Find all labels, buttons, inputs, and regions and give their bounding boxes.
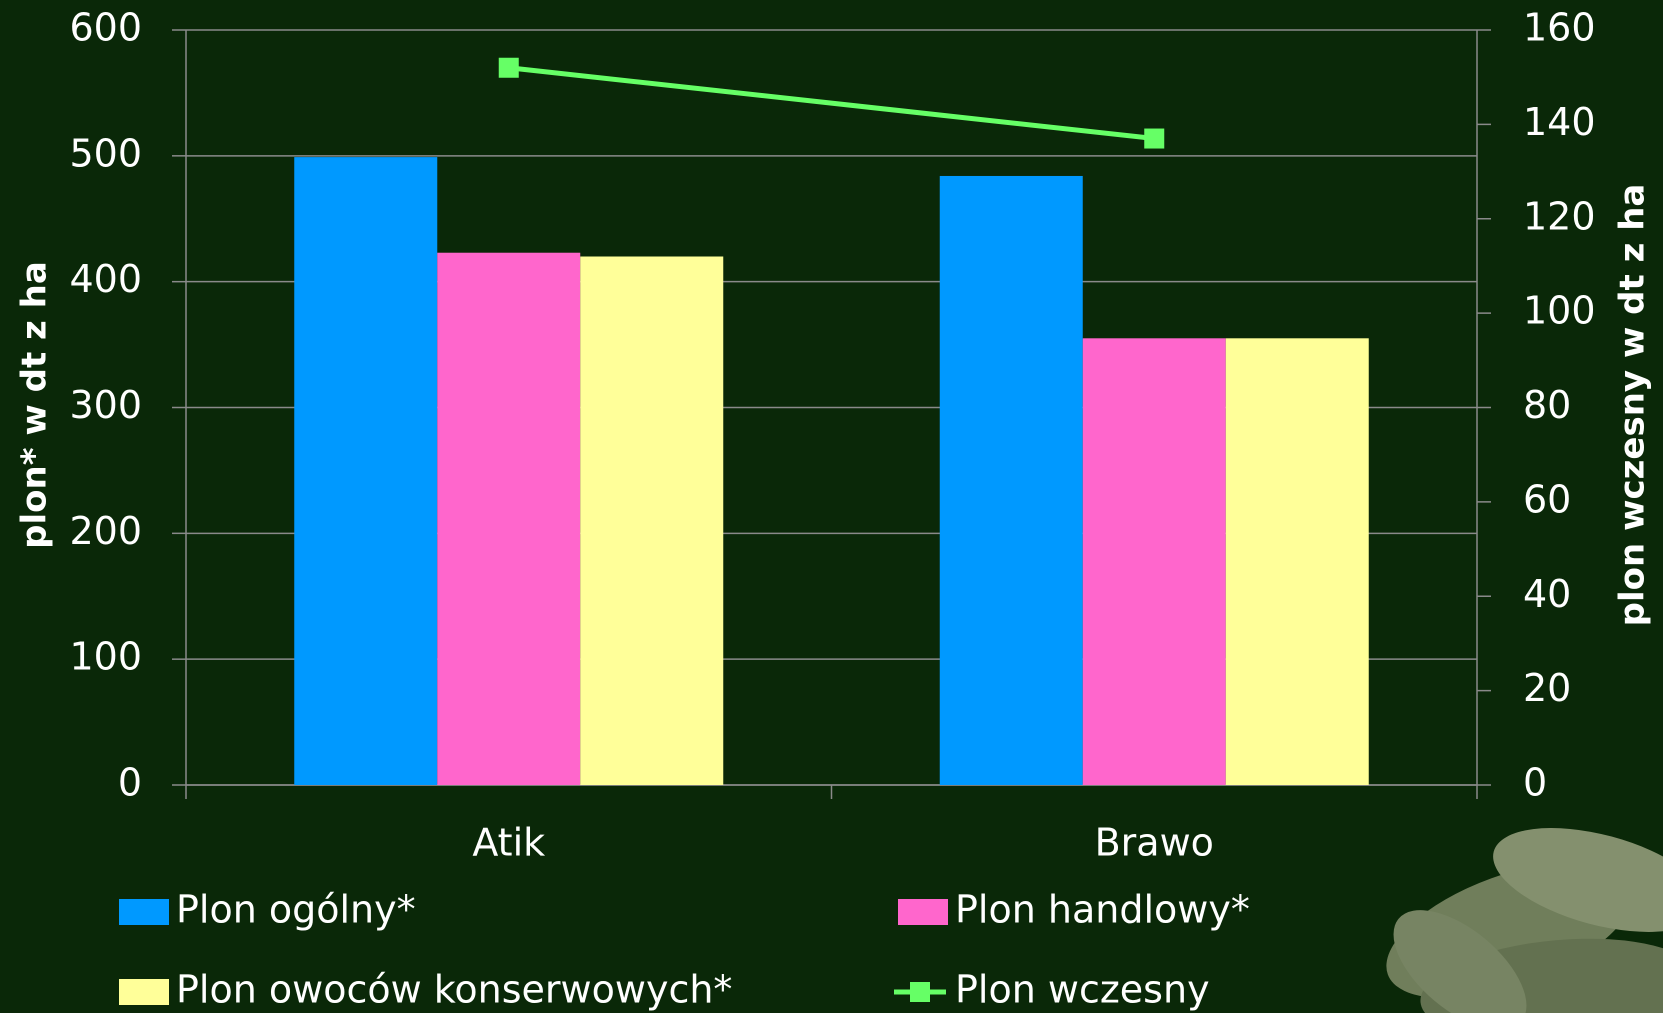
- y-axis-title: plon* w dt z ha: [15, 261, 55, 549]
- legend-swatch: [119, 899, 169, 925]
- line-series: [508, 65, 1155, 142]
- bar: [1225, 338, 1369, 785]
- bar: [294, 157, 438, 785]
- bar: [1082, 338, 1226, 785]
- legend-label: Plon handlowy*: [955, 888, 1250, 932]
- cucumber-decoration: [1386, 828, 1663, 1013]
- y2-tick-label: 140: [1523, 100, 1596, 144]
- y2-tick-label: 160: [1523, 6, 1596, 50]
- y-tick-label: 600: [69, 6, 142, 50]
- legend-label: Plon wczesny: [955, 968, 1210, 1012]
- y2-tick-label: 120: [1523, 194, 1596, 238]
- legend-label: Plon owoców konserwowych*: [176, 968, 732, 1012]
- legend-swatch: [898, 899, 948, 925]
- y2-axis-title: plon wczesny w dt z ha: [1613, 184, 1653, 627]
- legend-swatch: [119, 979, 169, 1005]
- y2-tick-label: 40: [1523, 572, 1571, 616]
- x-tick-label: Brawo: [1095, 821, 1214, 865]
- legend-marker: [910, 982, 930, 1002]
- y-tick-label: 200: [69, 509, 142, 553]
- y2-tick-label: 100: [1523, 289, 1596, 333]
- bar: [580, 256, 724, 785]
- line-marker: [1144, 128, 1165, 149]
- y2-tick-label: 60: [1523, 477, 1571, 521]
- legend-label: Plon ogólny*: [176, 888, 416, 932]
- y-tick-label: 100: [69, 635, 142, 679]
- y-tick-label: 300: [69, 383, 142, 427]
- y2-tick-label: 0: [1523, 761, 1547, 805]
- bar: [437, 252, 581, 786]
- bar: [939, 175, 1083, 785]
- y-tick-label: 400: [69, 257, 142, 301]
- y2-tick-label: 20: [1523, 666, 1571, 710]
- y2-tick-label: 80: [1523, 383, 1571, 427]
- y-tick-label: 0: [118, 761, 142, 805]
- line-marker: [498, 57, 519, 78]
- y-tick-label: 500: [69, 131, 142, 175]
- x-tick-label: Atik: [472, 821, 545, 865]
